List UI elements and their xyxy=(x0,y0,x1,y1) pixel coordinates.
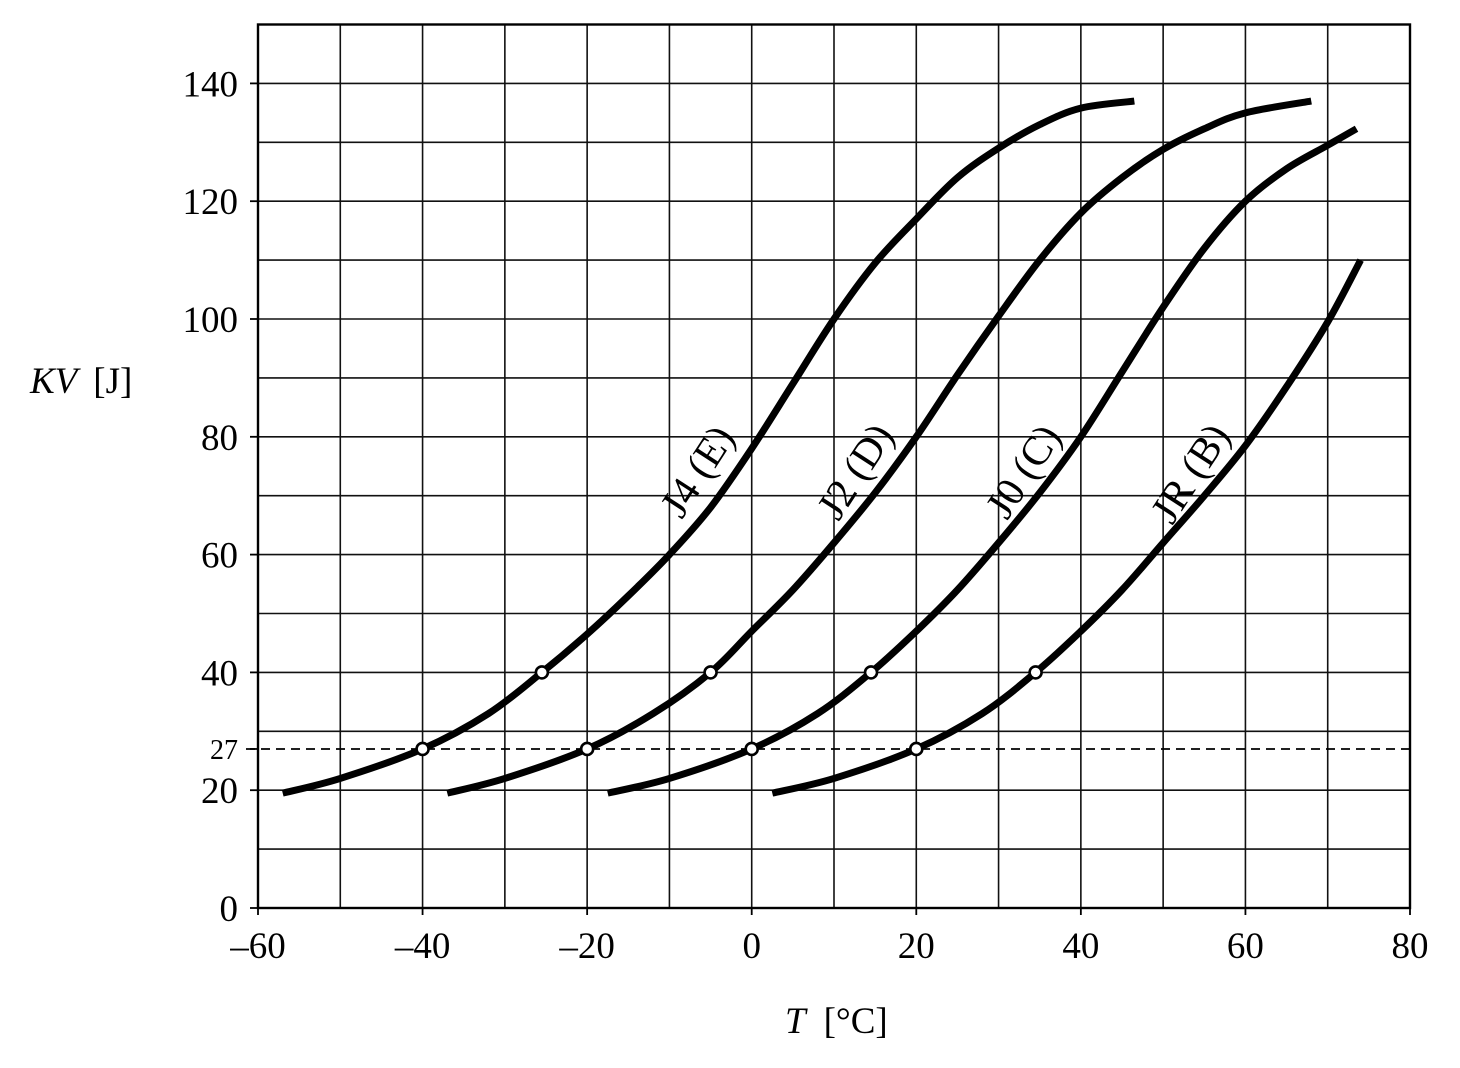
grid-lines xyxy=(258,24,1410,908)
x-tick-label: 80 xyxy=(1392,926,1429,967)
curve-j0-c xyxy=(606,125,1359,797)
y-tick-label: 80 xyxy=(201,418,238,459)
x-tick-label: 20 xyxy=(898,926,935,967)
curve-j4-e xyxy=(281,97,1135,797)
curve-label-j4-e: J4 (E) xyxy=(651,417,744,525)
series-jr-b: JR (B) xyxy=(771,258,1364,797)
marker-j2-d-40j xyxy=(703,665,718,680)
curve-jr-b xyxy=(771,258,1364,797)
y-axis-label: KV [J] xyxy=(29,361,132,402)
plot-frame xyxy=(256,23,1412,910)
y-tick-label: 120 xyxy=(183,182,239,223)
y-axis-symbol: KV xyxy=(29,361,82,402)
y-axis: 0 20 27 40 60 80 100 120 140 xyxy=(183,64,258,930)
y-tick-label: 100 xyxy=(183,300,239,341)
x-tick-label: –40 xyxy=(394,926,451,967)
y-axis-unit: [J] xyxy=(93,361,132,402)
y-tick-label: 60 xyxy=(201,536,238,577)
marker-j0-c-27j xyxy=(744,741,760,757)
y-tick-label: 40 xyxy=(201,653,238,694)
y-tick-label: 140 xyxy=(183,64,239,105)
x-axis-unit: [°C] xyxy=(824,1001,888,1042)
y-tick-label: 27 xyxy=(210,735,238,766)
x-axis-symbol: T xyxy=(785,1001,808,1042)
marker-j2-d-27j xyxy=(579,741,595,757)
x-tick-label: –60 xyxy=(229,926,286,967)
x-tick-label: 0 xyxy=(742,926,761,967)
x-axis-label: T [°C] xyxy=(785,1001,888,1042)
x-tick-label: 60 xyxy=(1227,926,1264,967)
curve-j2-d xyxy=(446,97,1312,797)
series-j4-e: J4 (E) xyxy=(281,97,1135,797)
y-tick-label: 0 xyxy=(220,889,239,930)
marker-j0-c-40j xyxy=(863,665,879,680)
x-tick-label: –20 xyxy=(558,926,615,967)
x-axis: –60 –40 –20 0 20 40 60 80 xyxy=(229,908,1429,967)
marker-j4-e-40j xyxy=(534,665,550,680)
x-tick-label: 40 xyxy=(1062,926,1099,967)
y-tick-label: 20 xyxy=(201,771,238,812)
marker-j4-e-27j xyxy=(415,741,430,757)
marker-jr-b-27j xyxy=(908,741,924,757)
marker-jr-b-40j xyxy=(1028,665,1043,680)
